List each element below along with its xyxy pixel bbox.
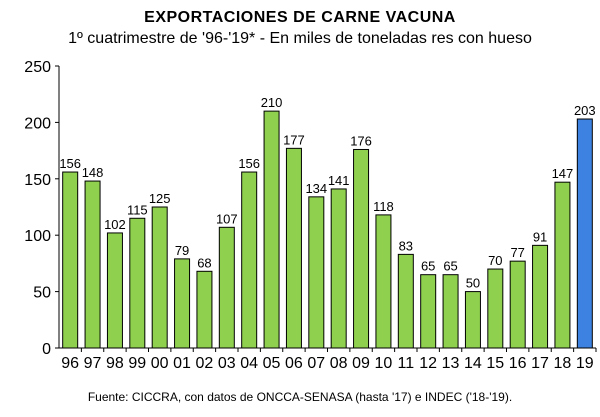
chart-data-labels: 1561481021151257968107156210177134141176… [59,95,595,290]
chart-source-note: Fuente: CICCRA, con datos de ONCCA-SENAS… [87,390,513,404]
data-label-02: 68 [197,255,211,270]
y-tick-label: 0 [42,341,51,358]
bar-08 [330,188,347,349]
data-label-99: 115 [127,202,148,217]
bar-13 [442,274,459,349]
x-tick-label-97: 97 [84,355,102,372]
data-label-10: 118 [373,199,394,214]
data-label-14: 50 [466,276,480,291]
bar-12 [420,274,437,349]
bar-07 [308,196,325,349]
bar-98 [106,232,123,349]
bar-01 [174,258,191,349]
data-label-04: 156 [238,156,260,171]
data-label-11: 83 [399,238,413,253]
bar-14 [464,291,481,349]
x-tick-label-11: 11 [398,355,415,372]
data-label-15: 70 [488,253,502,268]
bar-06 [285,147,302,349]
x-tick-label-10: 10 [375,355,393,372]
x-tick-label-12: 12 [419,355,437,372]
bar-96 [62,171,79,349]
data-label-07: 134 [305,181,327,196]
x-tick-label-03: 03 [218,355,236,372]
data-label-09: 176 [350,133,372,148]
chart-axes: 0 50 100 150 200 250 96 97 98 99 00 01 02 03 04 05 06 07 0… [24,59,597,372]
bar-03 [218,226,235,349]
chart-subtitle: 1º cuatrimestre de '96-'19* - En miles d… [68,30,532,47]
x-tick-label-07: 07 [307,355,325,372]
data-label-18: 147 [552,166,574,181]
x-tick-label-99: 99 [128,355,146,372]
bar-17 [532,244,549,349]
x-tick-label-00: 00 [151,355,169,372]
bar-99 [129,217,146,349]
x-tick-label-13: 13 [442,355,460,372]
x-tick-label-15: 15 [486,355,504,372]
bar-15 [487,268,504,349]
y-tick-label: 100 [24,228,51,245]
y-tick-label: 200 [24,115,51,132]
data-label-97: 148 [82,165,104,180]
data-label-06: 177 [283,132,305,147]
bar-18 [554,181,571,349]
data-label-17: 91 [533,229,547,244]
data-label-96: 156 [59,156,81,171]
bar-97 [84,180,101,349]
x-tick-label-18: 18 [554,355,572,372]
y-tick-label: 50 [33,285,51,302]
bar-02 [196,270,213,349]
x-tick-label-17: 17 [531,355,549,372]
bar-16 [509,260,526,349]
x-tick-label-14: 14 [464,355,482,372]
data-label-98: 102 [104,217,126,232]
bar-05 [263,110,280,349]
chart-title: EXPORTACIONES DE CARNE VACUNA [144,9,456,26]
x-tick-label-05: 05 [263,355,281,372]
data-label-00: 125 [149,191,171,206]
x-tick-label-19: 19 [576,355,594,372]
bar-19 [576,118,593,349]
data-label-13: 65 [443,259,457,274]
x-tick-label-09: 09 [352,355,370,372]
x-tick-label-96: 96 [61,355,79,372]
x-tick-label-04: 04 [240,355,258,372]
data-label-01: 79 [175,243,189,258]
bar-00 [151,206,168,349]
data-label-05: 210 [261,95,283,110]
x-tick-label-02: 02 [196,355,214,372]
data-label-19: 203 [574,103,596,118]
data-label-16: 77 [510,245,524,260]
chart-bars [62,110,593,349]
data-label-12: 65 [421,259,435,274]
x-tick-label-01: 01 [173,355,191,372]
y-tick-label: 150 [24,172,51,189]
x-tick-label-06: 06 [285,355,303,372]
x-tick-label-16: 16 [509,355,527,372]
bar-04 [241,171,258,349]
bar-09 [353,148,370,349]
x-tick-label-98: 98 [106,355,124,372]
bar-10 [375,214,392,349]
data-label-03: 107 [216,211,238,226]
data-label-08: 141 [328,173,350,188]
y-tick-label: 250 [24,59,51,76]
x-tick-label-08: 08 [330,355,348,372]
bar-11 [397,253,414,349]
